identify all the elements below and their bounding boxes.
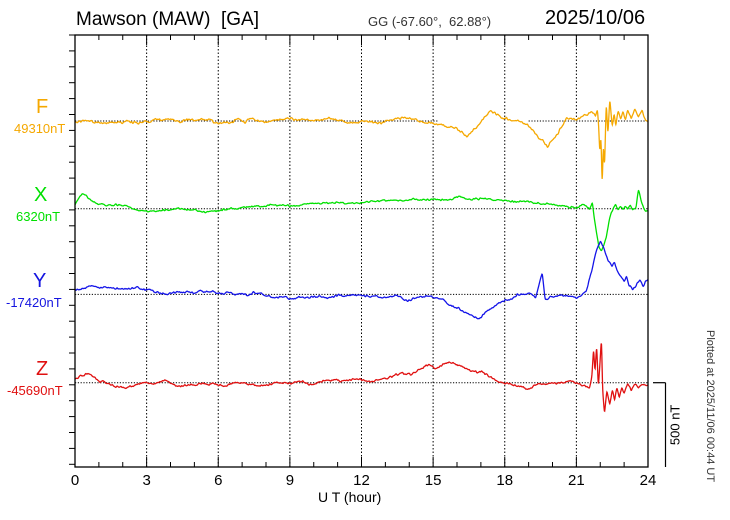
svg-text:18: 18 (496, 472, 513, 489)
svg-text:6: 6 (214, 472, 222, 489)
svg-text:21: 21 (568, 472, 585, 489)
svg-text:3: 3 (142, 472, 150, 489)
svg-text:15: 15 (425, 472, 442, 489)
svg-text:500 nT: 500 nT (668, 405, 683, 446)
svg-text:9: 9 (286, 472, 294, 489)
svg-text:12: 12 (353, 472, 370, 489)
svg-text:0: 0 (71, 472, 79, 489)
svg-text:24: 24 (640, 472, 657, 489)
